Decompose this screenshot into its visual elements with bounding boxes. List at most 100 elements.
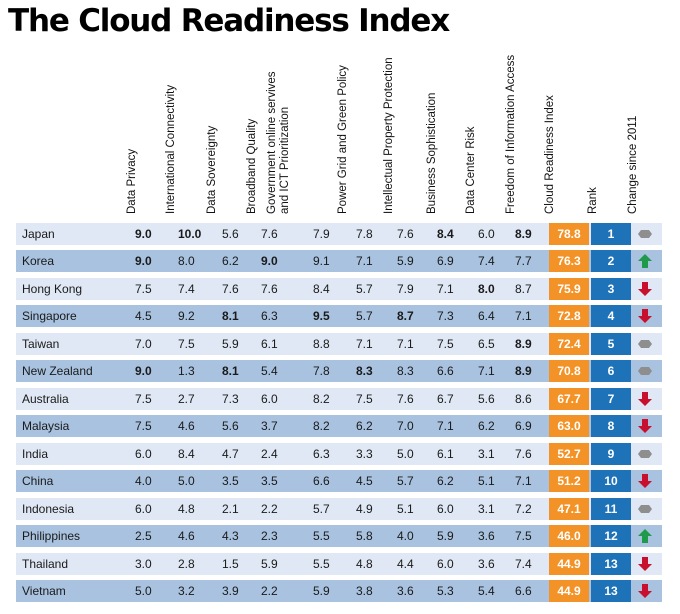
change-same-icon bbox=[638, 367, 652, 375]
score-cell: 7.5 bbox=[178, 337, 195, 351]
score-cell: 4.0 bbox=[397, 529, 414, 543]
score-cell: 8.9 bbox=[515, 227, 532, 241]
score-cell: 7.5 bbox=[135, 419, 152, 433]
score-cell: 5.7 bbox=[356, 309, 373, 323]
country-name: Malaysia bbox=[22, 419, 70, 433]
column-header-label: Data Sovereignty bbox=[206, 125, 218, 214]
score-cell: 8.9 bbox=[515, 364, 532, 378]
score-cell: 2.5 bbox=[135, 529, 152, 543]
change-down-icon bbox=[638, 392, 652, 406]
table-row: Philippines 2.5 4.6 4.3 2.3 5.5 5.8 4.0 5.9 3.6 7.… bbox=[16, 525, 662, 547]
country-name: Hong Kong bbox=[22, 282, 83, 296]
change-marker bbox=[638, 254, 652, 268]
score-cell: 4.5 bbox=[356, 474, 373, 488]
score-cell: 5.7 bbox=[313, 502, 330, 516]
column-header-label: Data Center Risk bbox=[465, 126, 477, 214]
score-cell: 6.6 bbox=[437, 364, 454, 378]
column-header: Intellectual Property Protection bbox=[383, 44, 430, 214]
country-name: Vietnam bbox=[22, 584, 66, 598]
score-cell: 4.0 bbox=[135, 474, 152, 488]
score-cell: 5.1 bbox=[397, 502, 414, 516]
readiness-index-value: 44.9 bbox=[549, 580, 589, 602]
table-row: Singapore 4.5 9.2 8.1 6.3 9.5 5.7 8.7 7.3 6.4 7.1 7… bbox=[16, 305, 662, 327]
score-cell: 2.2 bbox=[261, 584, 278, 598]
readiness-index-value: 46.0 bbox=[549, 525, 589, 547]
change-marker bbox=[638, 450, 652, 458]
change-same-icon bbox=[638, 230, 652, 238]
score-cell: 3.6 bbox=[478, 557, 495, 571]
score-cell: 4.5 bbox=[135, 309, 152, 323]
readiness-index-value: 67.7 bbox=[549, 388, 589, 410]
score-cell: 7.7 bbox=[515, 254, 532, 268]
rank-value: 13 bbox=[591, 553, 631, 575]
readiness-index-value: 72.8 bbox=[549, 305, 589, 327]
score-cell: 7.6 bbox=[515, 447, 532, 461]
score-cell: 8.1 bbox=[222, 364, 239, 378]
score-cell: 9.0 bbox=[135, 227, 152, 241]
change-marker bbox=[638, 230, 652, 238]
score-cell: 2.7 bbox=[178, 392, 195, 406]
score-cell: 5.9 bbox=[261, 557, 278, 571]
rank-value: 11 bbox=[591, 498, 631, 520]
change-marker bbox=[638, 392, 652, 406]
score-cell: 7.8 bbox=[356, 227, 373, 241]
score-cell: 5.7 bbox=[356, 282, 373, 296]
score-cell: 8.4 bbox=[178, 447, 195, 461]
score-cell: 5.7 bbox=[397, 474, 414, 488]
score-cell: 5.5 bbox=[313, 557, 330, 571]
score-cell: 3.6 bbox=[478, 529, 495, 543]
table-row: Taiwan 7.0 7.5 5.9 6.1 8.8 7.1 7.1 7.5 6.5 8.9 72.4… bbox=[16, 333, 662, 355]
column-header-label: Business Sophistication bbox=[426, 92, 438, 214]
score-cell: 2.3 bbox=[261, 529, 278, 543]
country-name: China bbox=[22, 474, 54, 488]
score-cell: 6.9 bbox=[437, 254, 454, 268]
score-cell: 6.4 bbox=[478, 309, 495, 323]
score-cell: 7.6 bbox=[222, 282, 239, 296]
readiness-index-value: 52.7 bbox=[549, 443, 589, 465]
table-row: New Zealand 9.0 1.3 8.1 5.4 7.8 8.3 8.3 6.6 7.1 8.… bbox=[16, 360, 662, 382]
country-name: Philippines bbox=[22, 529, 81, 543]
rank-value: 5 bbox=[591, 333, 631, 355]
country-name: New Zealand bbox=[22, 364, 93, 378]
column-header-label: Broadband Quality bbox=[246, 118, 258, 214]
score-cell: 7.4 bbox=[478, 254, 495, 268]
score-cell: 3.5 bbox=[261, 474, 278, 488]
score-cell: 6.2 bbox=[222, 254, 239, 268]
score-cell: 3.3 bbox=[356, 447, 373, 461]
readiness-index-value: 76.3 bbox=[549, 250, 589, 272]
page-title: The Cloud Readiness Index bbox=[8, 3, 450, 39]
score-cell: 7.1 bbox=[478, 364, 495, 378]
score-cell: 5.3 bbox=[437, 584, 454, 598]
score-cell: 5.1 bbox=[478, 474, 495, 488]
rank-value: 7 bbox=[591, 388, 631, 410]
table-row: Australia 7.5 2.7 7.3 6.0 8.2 7.5 7.6 6.7 5.6 8.6 6… bbox=[16, 388, 662, 410]
score-cell: 8.4 bbox=[313, 282, 330, 296]
column-header-label: Government online servives and ICT Prior… bbox=[266, 71, 291, 214]
score-cell: 6.6 bbox=[313, 474, 330, 488]
score-cell: 9.0 bbox=[135, 254, 152, 268]
score-cell: 8.1 bbox=[222, 309, 239, 323]
score-cell: 5.0 bbox=[178, 474, 195, 488]
country-name: Singapore bbox=[22, 309, 77, 323]
country-name: India bbox=[22, 447, 49, 461]
score-cell: 9.2 bbox=[178, 309, 195, 323]
score-cell: 7.1 bbox=[515, 309, 532, 323]
score-cell: 3.2 bbox=[178, 584, 195, 598]
score-cell: 6.0 bbox=[135, 447, 152, 461]
table-row: Thailand 3.0 2.8 1.5 5.9 5.5 4.8 4.4 6.0 3.6 7.4 44… bbox=[16, 553, 662, 575]
table-row: India 6.0 8.4 4.7 2.4 6.3 3.3 5.0 6.1 3.1 7.6 52.7 9 bbox=[16, 443, 662, 465]
score-cell: 1.5 bbox=[222, 557, 239, 571]
score-cell: 8.7 bbox=[397, 309, 414, 323]
score-cell: 5.9 bbox=[313, 584, 330, 598]
change-same-icon bbox=[638, 505, 652, 513]
score-cell: 6.9 bbox=[515, 419, 532, 433]
change-down-icon bbox=[638, 419, 652, 433]
score-cell: 6.2 bbox=[437, 474, 454, 488]
readiness-index-value: 70.8 bbox=[549, 360, 589, 382]
score-cell: 6.0 bbox=[437, 502, 454, 516]
readiness-index-value: 63.0 bbox=[549, 415, 589, 437]
score-cell: 3.1 bbox=[478, 502, 495, 516]
change-marker bbox=[638, 419, 652, 433]
score-cell: 8.3 bbox=[397, 364, 414, 378]
change-marker bbox=[638, 474, 652, 488]
